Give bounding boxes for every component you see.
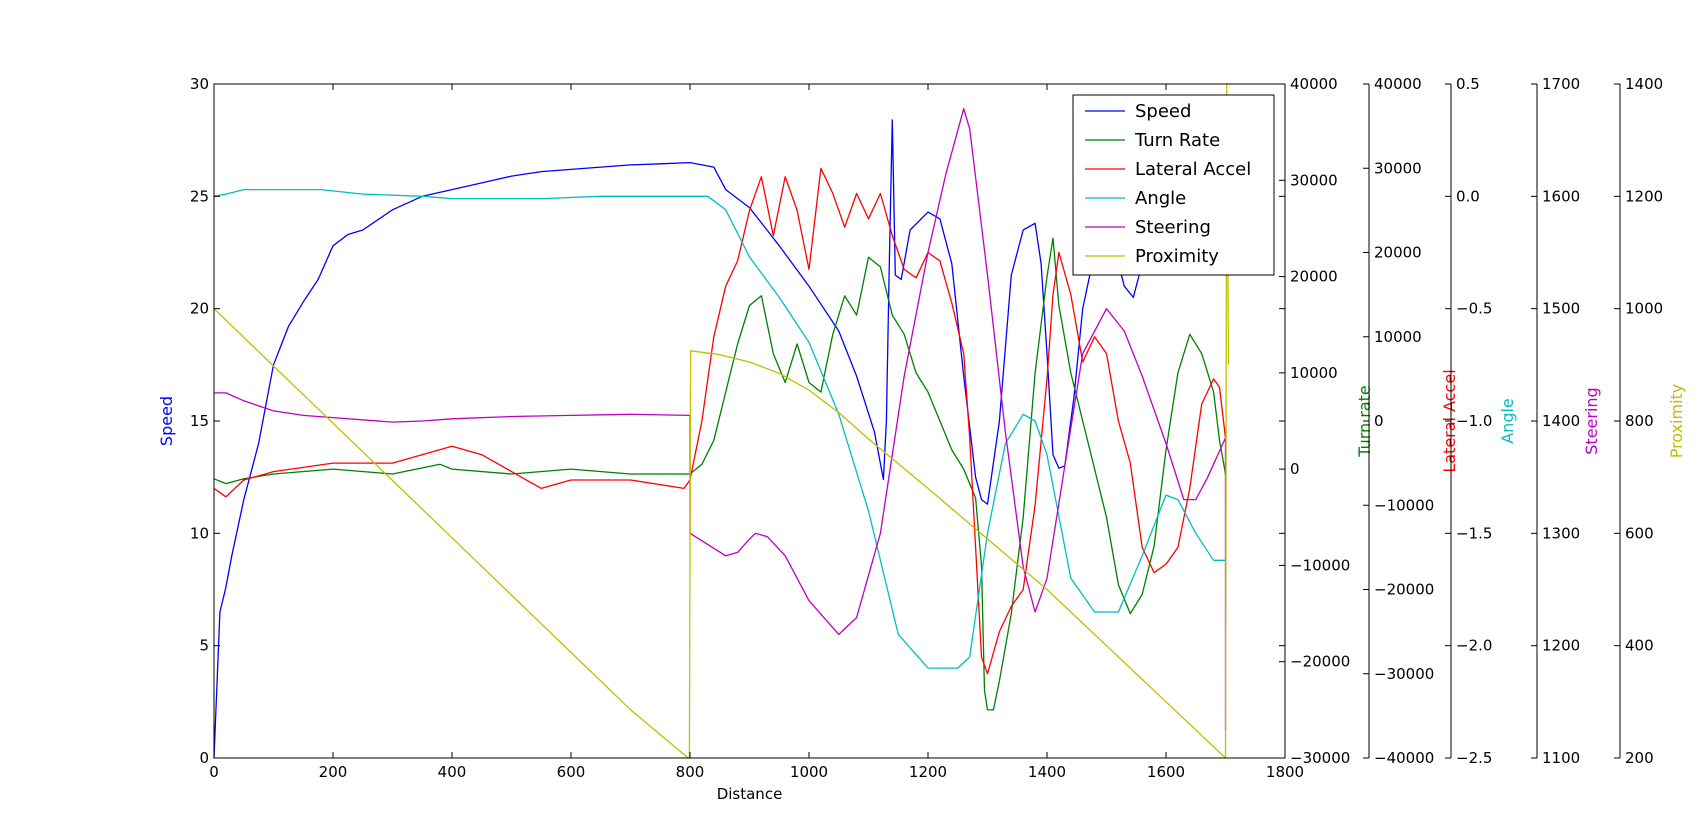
x-tick-label: 1000 (790, 763, 828, 781)
series-line-speed (213, 119, 1140, 759)
y-axis-lateral_accel: −40000 −30000 −20000 −10000 0 10000 20000 30000… (1363, 75, 1459, 767)
x-tick-label: 0 (209, 763, 219, 781)
legend-label: Lateral Accel (1135, 159, 1251, 180)
y-tick-label: 15 (190, 412, 209, 430)
y-tick-label: 5 (199, 637, 209, 655)
series-line-proximity (213, 83, 1230, 759)
legend-item: Turn Rate (1085, 130, 1220, 151)
y-axis-steering: 1100 1200 1300 1400 1500 1600 1700 Steering (1531, 75, 1601, 767)
y-tick-label: −2.5 (1456, 749, 1492, 767)
y-tick-label: 1200 (1625, 187, 1663, 205)
y-tick-label: 0 (199, 749, 209, 767)
y-tick-label: 30 (190, 75, 209, 93)
y-tick-label: 1200 (1542, 637, 1580, 655)
x-tick-label: 1800 (1266, 763, 1304, 781)
y-tick-label: 0 (1374, 412, 1384, 430)
y-tick-label: −1.0 (1456, 412, 1492, 430)
y-tick-label: 10000 (1290, 364, 1338, 382)
y-tick-label: 0 (1290, 460, 1300, 478)
y-tick-label: 10000 (1374, 328, 1422, 346)
y-tick-label: −2.0 (1456, 637, 1492, 655)
y-tick-label: 20000 (1374, 244, 1422, 262)
x-axis: 0 200 400 600 800 1000 1200 1400 1600 1800 (209, 84, 1304, 781)
x-tick-label: 1400 (1028, 763, 1066, 781)
y-axis-turn_rate: −30000−20000−10000010000200003000040000T… (1279, 75, 1374, 767)
y-tick-label: 1700 (1542, 75, 1580, 93)
legend-label: Proximity (1135, 246, 1219, 267)
legend-label: Turn Rate (1134, 130, 1220, 151)
series-line-steering (214, 108, 1227, 730)
y-tick-label: 1400 (1542, 412, 1580, 430)
series-line-angle (213, 188, 1226, 669)
y-axis-speed: 0 5 10 15 20 25 30 Speed (157, 75, 1285, 767)
y-axis-label-proximity: Proximity (1667, 384, 1686, 459)
y-tick-label: 20 (190, 300, 209, 318)
y-tick-label: 1100 (1542, 749, 1580, 767)
y-tick-label: −20000 (1374, 581, 1434, 599)
y-axis-angle: −2.5 −2.0 −1.5 −1.0 −0.5 0.0 0.5 Angle (1445, 75, 1517, 767)
y-tick-label: 200 (1625, 749, 1654, 767)
series-line-turn_rate (213, 237, 1227, 711)
legend-label: Speed (1135, 101, 1191, 122)
y-tick-label: 1300 (1542, 524, 1580, 542)
legend-item: Steering (1085, 217, 1211, 238)
legend-item: Speed (1085, 101, 1191, 122)
y-tick-label: 40000 (1374, 75, 1422, 93)
y-tick-label: −10000 (1290, 556, 1350, 574)
legend-item: Proximity (1085, 246, 1219, 267)
x-tick-label: 400 (438, 763, 467, 781)
y-tick-label: 1500 (1542, 300, 1580, 318)
y-tick-label: −0.5 (1456, 300, 1492, 318)
x-tick-label: 800 (676, 763, 705, 781)
y-axes: 0 5 10 15 20 25 30 Speed −30000 −20000 −10000 0 1000… (157, 75, 1686, 767)
y-tick-label: −10000 (1374, 496, 1434, 514)
y-axis-label-angle: Angle (1498, 398, 1517, 444)
y-axis-label-speed: Speed (157, 396, 176, 446)
x-tick-label: 1200 (909, 763, 947, 781)
y-tick-label: 40000 (1290, 75, 1338, 93)
x-tick-label: 200 (319, 763, 348, 781)
legend: Speed Turn Rate Lateral Accel Angle Steering… (1072, 94, 1275, 276)
x-tick-label: 600 (557, 763, 586, 781)
legend-label: Angle (1135, 188, 1186, 209)
y-tick-label: 30000 (1290, 171, 1338, 189)
y-tick-label: 30000 (1374, 159, 1422, 177)
y-tick-label: 400 (1625, 637, 1654, 655)
legend-label: Steering (1135, 217, 1211, 238)
y-tick-label: 1400 (1625, 75, 1663, 93)
y-tick-label: 0.0 (1456, 187, 1480, 205)
plot-lines (213, 83, 1230, 759)
y-tick-label: 1000 (1625, 300, 1663, 318)
y-tick-label: 10 (190, 524, 209, 542)
legend-box (1072, 94, 1275, 276)
series-line-lateral_accel (213, 167, 1227, 675)
y-tick-label: −40000 (1374, 749, 1434, 767)
x-tick-label: 1600 (1147, 763, 1185, 781)
y-tick-label: −20000 (1290, 653, 1350, 671)
y-axis-label-steering: Steering (1582, 387, 1601, 454)
legend-item: Angle (1085, 188, 1186, 209)
y-tick-label: 800 (1625, 412, 1654, 430)
y-tick-label: 25 (190, 187, 209, 205)
y-tick-label: −30000 (1374, 665, 1434, 683)
y-tick-label: −1.5 (1456, 524, 1492, 542)
y-tick-label: 0.5 (1456, 75, 1480, 93)
x-axis-label: Distance (717, 785, 783, 803)
y-tick-label: 20000 (1290, 268, 1338, 286)
y-axis-proximity: 200 400 600 800 1000 1200 1400 Proximity (1614, 75, 1686, 767)
y-tick-label: −30000 (1290, 749, 1350, 767)
y-tick-label: 600 (1625, 524, 1654, 542)
y-tick-label: 1600 (1542, 187, 1580, 205)
legend-item: Lateral Accel (1085, 159, 1251, 180)
